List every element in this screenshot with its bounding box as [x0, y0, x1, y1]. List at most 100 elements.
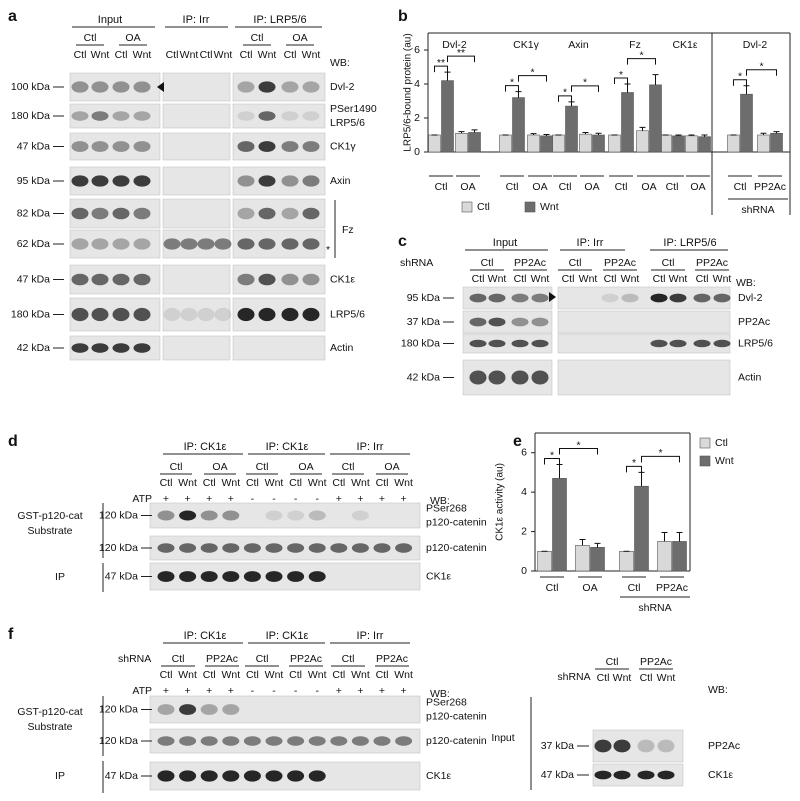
lane-label: Ctl: [240, 49, 253, 61]
blot-band: [163, 307, 181, 322]
error-bar: [624, 83, 631, 93]
group-header: Input: [493, 237, 517, 249]
protein-label: LRP5/6: [330, 308, 365, 320]
group-header: IP: Irr: [577, 237, 604, 249]
panel-letter: e: [513, 433, 522, 450]
blot-band: [222, 770, 240, 782]
blot-band: [222, 571, 240, 582]
lane-label: Wnt: [91, 49, 110, 61]
blot-band: [157, 704, 175, 715]
treatment-label: OA: [125, 32, 140, 44]
blot-band: [258, 175, 276, 187]
treatment-label: PP2Ac: [206, 653, 238, 665]
blot-band: [308, 770, 326, 782]
blot-band: [281, 141, 299, 152]
blot-band: [258, 238, 276, 250]
error-bar: [638, 471, 645, 487]
ip-label: IP: [55, 770, 65, 782]
kda-marker: 95 kDa: [17, 175, 50, 187]
error-bar: [458, 131, 465, 134]
y-tick-label: 4: [521, 486, 527, 498]
error-bar: [701, 134, 708, 137]
blot-band: [112, 141, 130, 152]
blot-band: [112, 175, 130, 187]
blot-band: [214, 238, 232, 250]
y-tick-label: 0: [521, 565, 527, 577]
bar: [672, 135, 685, 153]
significance-mark: *: [530, 66, 534, 78]
blot-band: [395, 736, 413, 746]
protein-label: Actin: [738, 371, 762, 383]
blot-band: [179, 736, 197, 746]
lane-label: Ctl: [696, 273, 709, 285]
atp-sign: -: [272, 685, 276, 697]
bar: [468, 132, 481, 153]
blot-band: [200, 543, 218, 553]
blot-band: [287, 770, 305, 782]
blot-strip: [162, 264, 231, 295]
bar: [428, 134, 441, 153]
blot-band: [133, 111, 151, 121]
error-bar: [444, 71, 451, 81]
treatment-label: Ctl: [84, 32, 97, 44]
treatment-label: OA: [292, 32, 307, 44]
kda-marker: 82 kDa: [17, 207, 50, 219]
blot-band: [281, 175, 299, 187]
lane-label: Ctl: [604, 273, 617, 285]
lane-label: Ctl: [246, 669, 259, 681]
bar: [685, 135, 698, 153]
group-header: IP: CK1ε: [266, 441, 309, 453]
protein-label: LRP5/6: [738, 337, 773, 349]
significance-mark: *: [619, 69, 623, 81]
lane-label: Wnt: [133, 49, 152, 61]
kda-marker: 120 kDa: [99, 542, 138, 554]
treatment-label: PP2Ac: [696, 257, 728, 269]
asterisk: *: [326, 244, 330, 256]
blot-band: [511, 317, 529, 327]
x-tick-label: OA: [582, 582, 597, 594]
blot-band: [237, 307, 255, 322]
blot-band: [511, 339, 529, 348]
blot-band: [243, 543, 261, 553]
significance-bracket: [733, 79, 747, 86]
legend-label: Wnt: [540, 201, 559, 213]
kda-marker: 180 kDa: [11, 308, 50, 320]
subgroup-label: shRNA: [741, 204, 774, 216]
kda-marker: 47 kDa: [105, 770, 138, 782]
legend-swatch: [699, 437, 711, 449]
blot-band: [637, 739, 655, 753]
lane-label: Wnt: [657, 672, 676, 684]
lane-label: Ctl: [653, 273, 666, 285]
kda-marker: 120 kDa: [99, 509, 138, 521]
lane-label: Wnt: [302, 49, 321, 61]
blot-band: [287, 571, 305, 582]
atp-label: ATP: [132, 493, 152, 505]
lane-label: Ctl: [472, 273, 485, 285]
blot-band: [302, 273, 320, 286]
x-tick-label: OA: [584, 181, 599, 193]
x-tick-label: OA: [460, 181, 475, 193]
blot-band: [243, 571, 261, 582]
blot-band: [265, 510, 283, 521]
protein-label: CK1ε: [330, 273, 355, 285]
y-tick-label: 6: [521, 446, 527, 458]
blot-strip: [69, 103, 161, 129]
atp-sign: +: [401, 493, 407, 505]
error-bar: [639, 126, 646, 131]
blot-band: [302, 307, 320, 322]
x-tick-label: OA: [641, 181, 656, 193]
treatment-label: OA: [384, 461, 399, 473]
blot-band: [669, 339, 687, 348]
arrowhead: [549, 292, 556, 302]
panel-letter: a: [8, 8, 17, 25]
lane-label: Ctl: [160, 477, 173, 489]
bar: [575, 545, 590, 572]
blot-band: [302, 111, 320, 121]
group-header: IP: LRP5/6: [663, 237, 716, 249]
blot-band: [650, 293, 668, 303]
blot-strip: [232, 72, 326, 102]
blot-band: [613, 739, 631, 753]
blot-band: [613, 770, 631, 780]
blot-band: [71, 81, 89, 93]
kda-marker: 62 kDa: [17, 238, 50, 250]
